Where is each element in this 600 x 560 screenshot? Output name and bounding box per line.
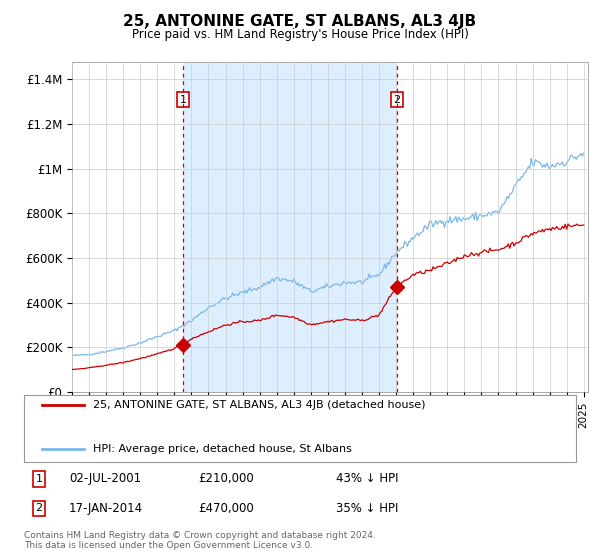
Text: £470,000: £470,000 — [198, 502, 254, 515]
Text: £210,000: £210,000 — [198, 472, 254, 486]
Text: 2: 2 — [35, 503, 43, 514]
Text: 25, ANTONINE GATE, ST ALBANS, AL3 4JB (detached house): 25, ANTONINE GATE, ST ALBANS, AL3 4JB (d… — [93, 400, 425, 410]
Text: 25, ANTONINE GATE, ST ALBANS, AL3 4JB: 25, ANTONINE GATE, ST ALBANS, AL3 4JB — [124, 14, 476, 29]
Text: Price paid vs. HM Land Registry's House Price Index (HPI): Price paid vs. HM Land Registry's House … — [131, 28, 469, 41]
Text: 1: 1 — [179, 95, 187, 105]
Text: Contains HM Land Registry data © Crown copyright and database right 2024.
This d: Contains HM Land Registry data © Crown c… — [24, 530, 376, 550]
Text: 2: 2 — [394, 95, 401, 105]
Text: 1: 1 — [35, 474, 43, 484]
Bar — [183, 62, 397, 392]
Text: 43% ↓ HPI: 43% ↓ HPI — [336, 472, 398, 486]
Text: 35% ↓ HPI: 35% ↓ HPI — [336, 502, 398, 515]
Text: HPI: Average price, detached house, St Albans: HPI: Average price, detached house, St A… — [93, 444, 352, 454]
Text: 17-JAN-2014: 17-JAN-2014 — [69, 502, 143, 515]
Text: 02-JUL-2001: 02-JUL-2001 — [69, 472, 141, 486]
